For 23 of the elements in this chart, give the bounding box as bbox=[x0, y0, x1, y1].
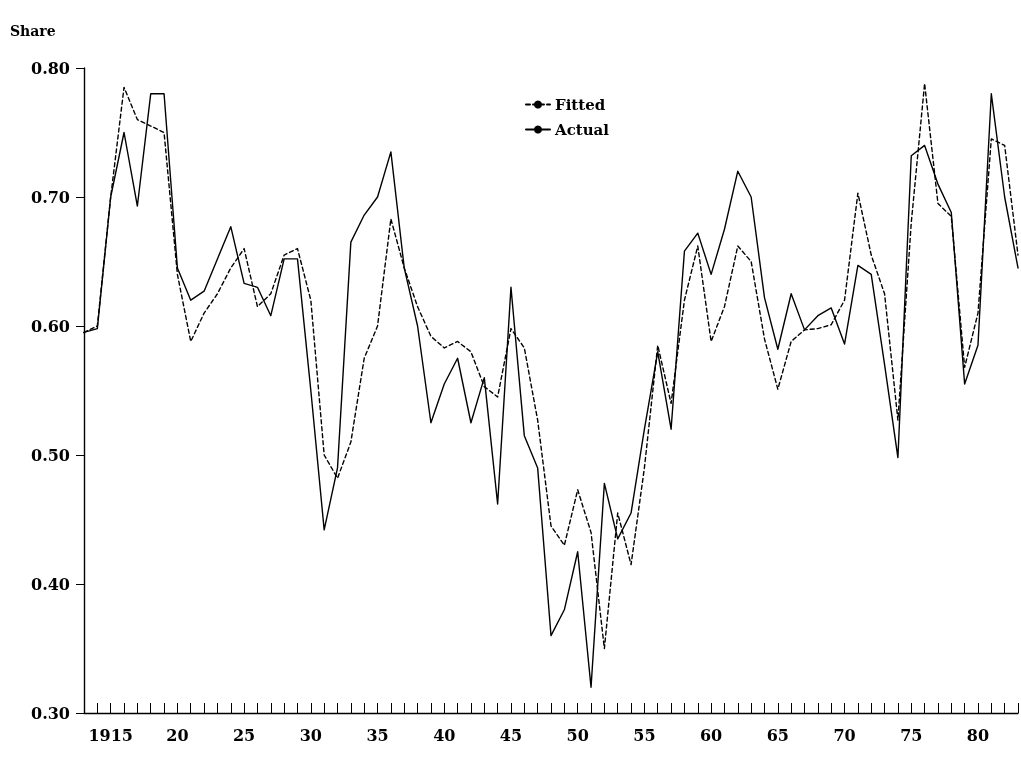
x-tick-label: 45 bbox=[499, 725, 523, 745]
x-tick-label: 25 bbox=[232, 725, 256, 745]
x-tick-label: 40 bbox=[433, 725, 456, 745]
y-tick-label: 0.60 bbox=[31, 316, 70, 336]
x-tick-label: 70 bbox=[833, 725, 856, 745]
y-tick-label: 0.80 bbox=[31, 58, 70, 78]
x-tick-label: 80 bbox=[966, 725, 990, 745]
y-tick-label: 0.30 bbox=[31, 703, 70, 723]
x-tick-label: 35 bbox=[366, 725, 389, 745]
x-tick-label: 1915 bbox=[88, 725, 133, 745]
legend-label: Actual bbox=[554, 120, 610, 139]
x-tick-label: 50 bbox=[566, 725, 589, 745]
x-tick-label: 65 bbox=[766, 725, 789, 745]
x-tick-label: 55 bbox=[633, 725, 656, 745]
x-tick-label: 75 bbox=[900, 725, 923, 745]
x-tick-label: 60 bbox=[699, 725, 723, 745]
x-tick-label: 20 bbox=[166, 725, 189, 745]
y-tick-label: 0.50 bbox=[31, 445, 70, 465]
y-tick-label: 0.70 bbox=[31, 187, 70, 207]
y-tick-label: 0.40 bbox=[31, 574, 70, 594]
legend-label: Fitted bbox=[555, 95, 606, 114]
y-axis-title: Share bbox=[10, 23, 56, 39]
x-tick-label: 30 bbox=[299, 725, 322, 745]
